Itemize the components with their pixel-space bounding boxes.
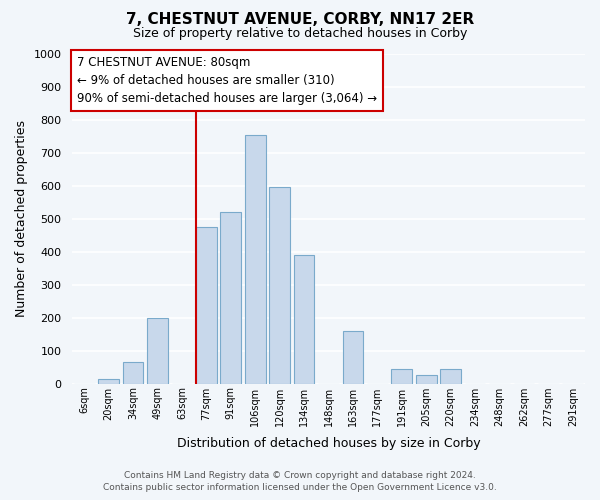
Y-axis label: Number of detached properties: Number of detached properties	[15, 120, 28, 318]
Bar	[122, 362, 143, 384]
Text: Size of property relative to detached houses in Corby: Size of property relative to detached ho…	[133, 28, 467, 40]
Bar	[440, 369, 461, 384]
Bar	[196, 227, 217, 384]
Bar	[343, 331, 363, 384]
Bar	[245, 135, 266, 384]
Text: 7 CHESTNUT AVENUE: 80sqm
← 9% of detached houses are smaller (310)
90% of semi-d: 7 CHESTNUT AVENUE: 80sqm ← 9% of detache…	[77, 56, 377, 104]
X-axis label: Distribution of detached houses by size in Corby: Distribution of detached houses by size …	[176, 437, 480, 450]
Bar	[391, 369, 412, 384]
Bar	[269, 188, 290, 384]
Bar	[293, 255, 314, 384]
Bar	[147, 318, 168, 384]
Bar	[98, 378, 119, 384]
Bar	[416, 376, 437, 384]
Text: Contains HM Land Registry data © Crown copyright and database right 2024.
Contai: Contains HM Land Registry data © Crown c…	[103, 471, 497, 492]
Text: 7, CHESTNUT AVENUE, CORBY, NN17 2ER: 7, CHESTNUT AVENUE, CORBY, NN17 2ER	[126, 12, 474, 28]
Bar	[220, 212, 241, 384]
